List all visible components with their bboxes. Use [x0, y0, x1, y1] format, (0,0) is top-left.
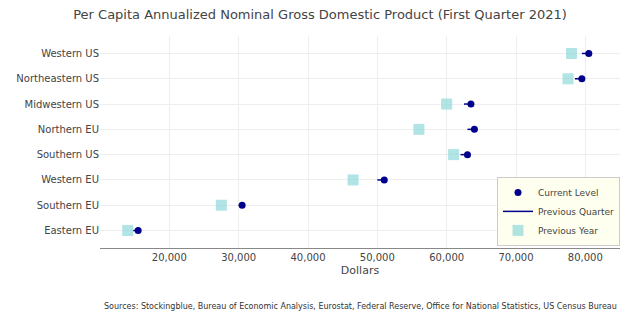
svg-text:70,000: 70,000	[499, 252, 534, 263]
svg-text:Northeastern US: Northeastern US	[16, 73, 99, 84]
svg-text:Sources: Stockingblue, Bureau: Sources: Stockingblue, Bureau of Economi…	[104, 302, 617, 311]
svg-text:Per Capita Annualized Nominal: Per Capita Annualized Nominal Gross Dome…	[73, 7, 567, 22]
svg-text:Eastern EU: Eastern EU	[44, 225, 99, 236]
svg-text:30,000: 30,000	[221, 252, 256, 263]
svg-text:Midwestern US: Midwestern US	[25, 99, 100, 110]
svg-text:Southern US: Southern US	[37, 149, 99, 160]
svg-text:20,000: 20,000	[152, 252, 187, 263]
svg-text:Western US: Western US	[41, 48, 99, 59]
svg-text:Western EU: Western EU	[41, 174, 99, 185]
svg-text:Previous Quarter: Previous Quarter	[538, 207, 614, 217]
svg-text:Previous Year: Previous Year	[538, 226, 598, 236]
svg-text:40,000: 40,000	[291, 252, 326, 263]
svg-text:60,000: 60,000	[429, 252, 464, 263]
svg-text:Southern EU: Southern EU	[37, 200, 99, 211]
svg-text:80,000: 80,000	[568, 252, 603, 263]
svg-text:Northern EU: Northern EU	[38, 124, 99, 135]
svg-text:50,000: 50,000	[360, 252, 395, 263]
svg-text:Current Level: Current Level	[538, 188, 598, 198]
svg-text:Dollars: Dollars	[341, 264, 380, 277]
